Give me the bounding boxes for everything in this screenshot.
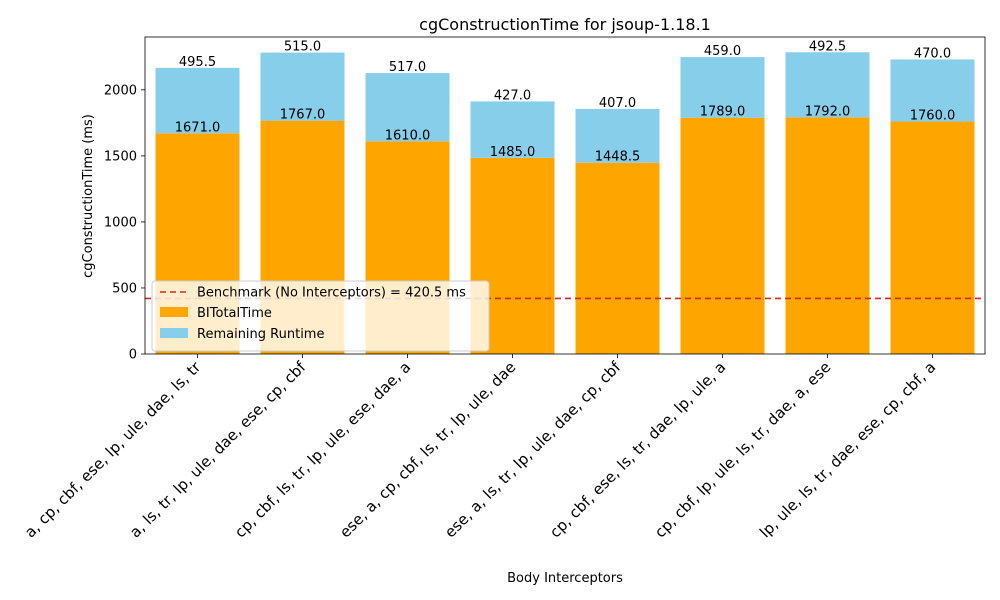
legend-remaining-runtime-label: Remaining Runtime [197,327,324,342]
data-label-bitotaltime: 1485.0 [490,145,536,160]
data-label-remaining-runtime: 459.0 [704,44,741,59]
chart-title: cgConstructionTime for jsoup-1.18.1 [419,15,711,34]
data-label-bitotaltime: 1767.0 [280,108,326,123]
legend-benchmark-label: Benchmark (No Interceptors) = 420.5 ms [197,286,466,301]
legend-box [151,280,490,352]
bar-bitotaltime [680,117,765,355]
y-tick-label: 2000 [104,83,137,98]
x-axis-label: Body Interceptors [507,571,623,586]
bar-remaining-runtime [260,52,345,121]
y-tick-label: 1000 [104,215,137,230]
data-label-remaining-runtime: 492.5 [809,39,846,54]
bar-remaining-runtime [155,67,240,134]
bar-remaining-runtime [785,52,870,118]
axes-frame [144,36,986,355]
x-tick-label: a, cp, cbf, ese, lp, ule, dae, ls, tr [21,358,205,542]
bar-bitotaltime [785,117,870,354]
bar-remaining-runtime [890,59,975,122]
data-label-remaining-runtime: 495.5 [179,55,216,70]
legend-remaining-runtime-swatch [160,328,188,338]
x-tick-label: a, ls, tr, lp, ule, dae, ese, cp, cbf [126,358,310,542]
data-label-remaining-runtime: 517.0 [389,60,426,75]
data-label-bitotaltime: 1671.0 [175,120,221,135]
legend-bitotaltime-swatch [160,307,188,317]
x-tick-label: cp, cbf, ls, tr, lp, ule, ese, dae, a [231,358,414,541]
data-label-bitotaltime: 1760.0 [910,109,956,124]
legend-bitotaltime-label: BITotalTime [197,306,272,321]
data-label-bitotaltime: 1448.5 [595,150,641,165]
data-label-bitotaltime: 1789.0 [700,105,746,120]
data-label-remaining-runtime: 470.0 [914,46,951,61]
data-label-remaining-runtime: 515.0 [284,40,321,55]
y-tick-label: 1500 [104,149,137,164]
bar-bitotaltime [890,121,975,355]
x-tick-label: cp, cbf, ese, ls, tr, dae, lp, ule, a [546,358,729,541]
y-tick-label: 0 [129,348,137,363]
data-label-remaining-runtime: 407.0 [599,96,636,111]
bar-remaining-runtime [680,57,765,118]
y-tick-label: 500 [112,281,137,296]
legend: Benchmark (No Interceptors) = 420.5 ms BI… [151,280,490,352]
data-label-bitotaltime: 1610.0 [385,128,431,143]
x-tick-label: ese, a, ls, tr, lp, ule, dae, cp, cbf [441,358,625,542]
bar-remaining-runtime [470,101,555,158]
y-axis-label: cgConstructionTime (ms) [81,114,96,278]
x-tick-label: lp, ule, ls, tr, dae, ese, cp, cbf, a [756,358,939,541]
x-tick-label: cp, cbf, lp, ule, ls, tr, dae, a, ese [651,358,834,541]
data-label-bitotaltime: 1792.0 [805,104,851,119]
x-tick-label: ese, a, cp, cbf, ls, tr, lp, ule, dae [336,358,519,541]
bar-bitotaltime [575,162,660,354]
bar-remaining-runtime [365,73,450,142]
data-label-remaining-runtime: 427.0 [494,88,531,103]
bar-remaining-runtime [575,108,660,163]
